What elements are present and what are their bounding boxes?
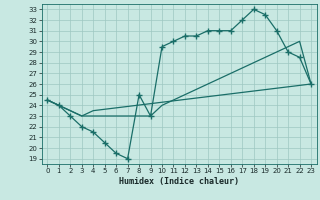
X-axis label: Humidex (Indice chaleur): Humidex (Indice chaleur) [119, 177, 239, 186]
